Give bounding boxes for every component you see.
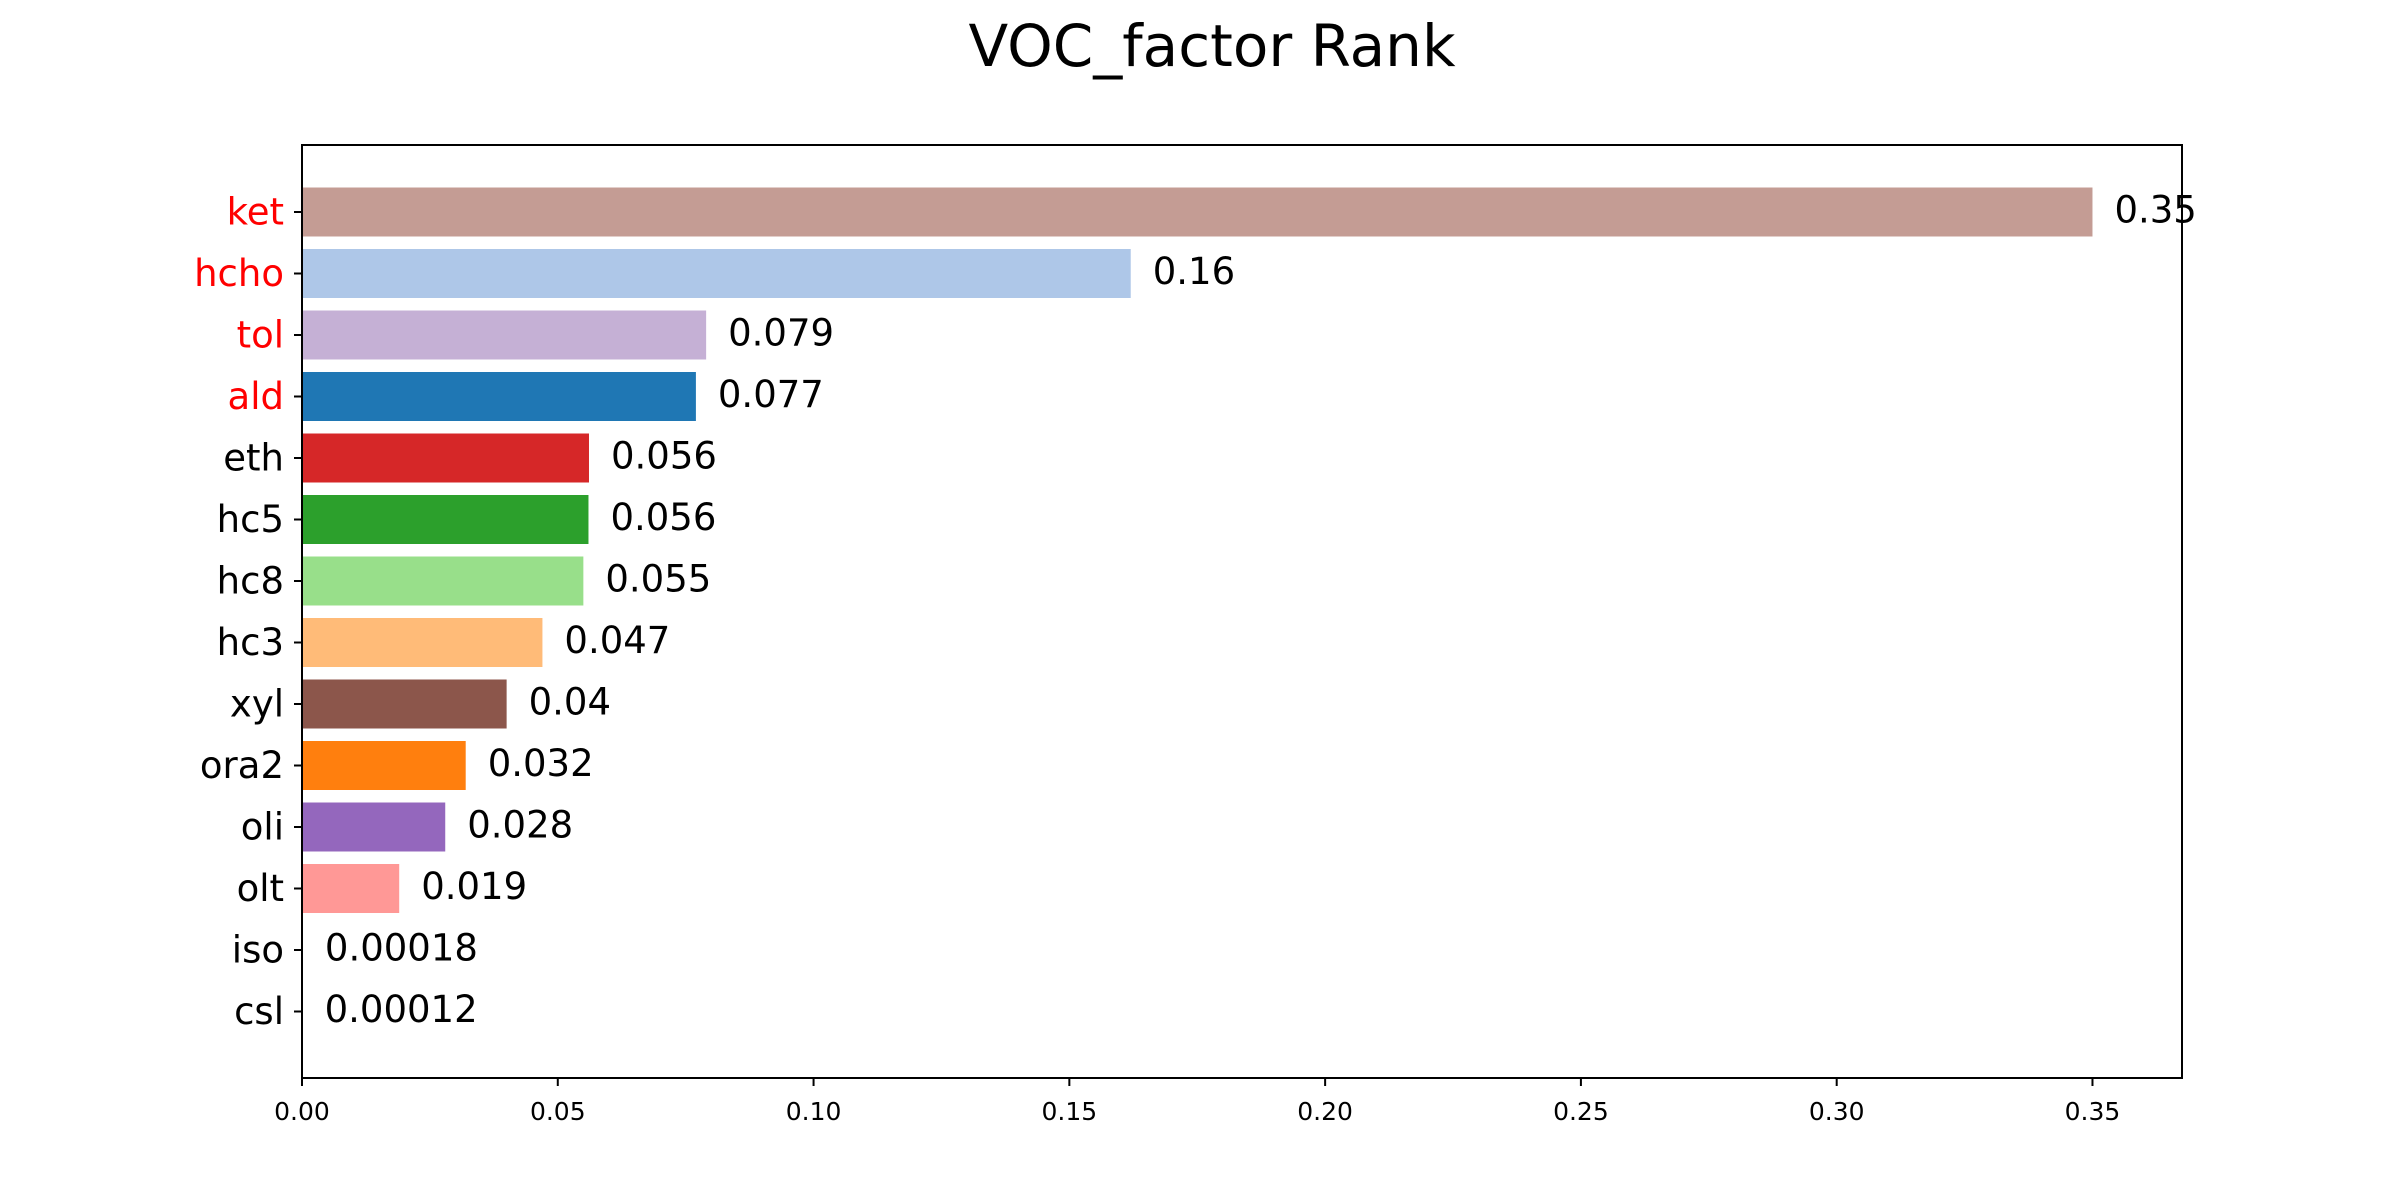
bar-tol: [302, 310, 707, 360]
category-label-tol: tol: [237, 314, 284, 357]
labels-layer: ket 0.35 hcho 0.16 tol 0.079 ald 0.077 eth 0.056 h…: [194, 189, 2197, 1034]
category-label-hc8: hc8: [217, 560, 284, 603]
plot-frame: [301, 144, 2183, 1079]
bars-layer: [302, 187, 2093, 1036]
value-label-hc3: 0.047: [564, 619, 670, 662]
x-tick-label: 0.25: [1553, 1097, 1609, 1126]
category-label-olt: olt: [237, 867, 284, 910]
category-label-iso: iso: [232, 929, 284, 972]
category-label-oli: oli: [241, 806, 284, 849]
value-label-eth: 0.056: [611, 435, 717, 478]
value-label-oli: 0.028: [467, 804, 573, 847]
x-tick-label: 0.20: [1297, 1097, 1353, 1126]
x-tick-label: 0.05: [530, 1097, 586, 1126]
bar-eth: [302, 433, 589, 483]
category-label-xyl: xyl: [230, 683, 284, 726]
bar-ket: [302, 187, 2093, 237]
category-label-csl: csl: [234, 990, 284, 1033]
value-label-hc8: 0.055: [605, 558, 711, 601]
x-tick-label: 0.35: [2065, 1097, 2121, 1126]
bar-hc5: [302, 495, 589, 544]
category-label-ket: ket: [227, 191, 284, 234]
bar-olt: [302, 864, 400, 913]
bar-hc3: [302, 618, 543, 667]
value-label-tol: 0.079: [728, 312, 834, 355]
bar-hc8: [302, 556, 584, 606]
category-label-ora2: ora2: [200, 744, 284, 787]
value-label-ald: 0.077: [718, 373, 824, 416]
bar-ald: [302, 372, 696, 421]
bar-ora2: [302, 741, 466, 790]
bar-xyl: [302, 679, 507, 729]
category-label-hc5: hc5: [217, 498, 284, 541]
x-tick-label: 0.00: [274, 1097, 330, 1126]
value-label-ora2: 0.032: [488, 742, 594, 785]
bar-hcho: [302, 249, 1131, 298]
bar-oli: [302, 802, 446, 852]
category-label-hcho: hcho: [194, 252, 284, 295]
x-tick-label: 0.15: [1042, 1097, 1098, 1126]
ticks-layer: 0.00 0.05 0.10 0.15 0.20 0.25 0.30 0.35: [274, 211, 2121, 1126]
category-label-hc3: hc3: [217, 621, 284, 664]
category-label-eth: eth: [223, 437, 284, 480]
value-label-csl: 0.00012: [325, 988, 478, 1031]
value-label-olt: 0.019: [421, 865, 527, 908]
chart-title: VOC_factor Rank: [968, 12, 1455, 80]
value-label-hcho: 0.16: [1153, 250, 1235, 293]
value-label-iso: 0.00018: [325, 927, 478, 970]
x-tick-label: 0.10: [786, 1097, 842, 1126]
x-tick-label: 0.30: [1809, 1097, 1865, 1126]
value-label-ket: 0.35: [2114, 189, 2196, 232]
value-label-xyl: 0.04: [529, 681, 611, 724]
value-label-hc5: 0.056: [610, 496, 716, 539]
category-label-ald: ald: [228, 375, 284, 418]
